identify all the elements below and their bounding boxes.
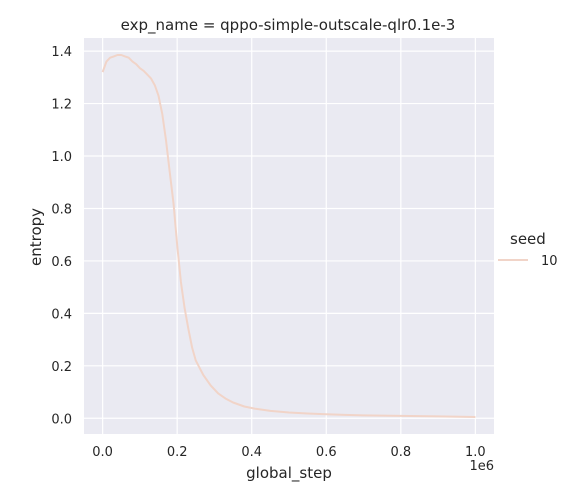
x-axis-label: global_step (246, 464, 332, 483)
legend: seed 10 (498, 230, 558, 269)
x-axis-offset-label: 1e6 (469, 459, 494, 474)
y-tick-label: 0.8 (51, 202, 72, 217)
y-tick-label: 1.0 (51, 150, 72, 165)
y-tick-label: 0.0 (51, 412, 72, 427)
x-tick-label: 0.0 (92, 445, 113, 460)
plot-area (84, 38, 494, 434)
legend-title: seed (510, 230, 546, 248)
grid-lines (84, 38, 494, 434)
series-group (101, 54, 476, 418)
x-tick-label: 1.0 (465, 445, 486, 460)
series-line-10 (101, 54, 476, 418)
y-axis-label: entropy (27, 208, 45, 266)
legend-label: 10 (541, 254, 558, 269)
y-tick-label: 0.4 (51, 307, 72, 322)
x-tick-label: 0.6 (316, 445, 337, 460)
y-tick-label: 1.2 (51, 98, 72, 113)
y-tick-labels: 0.0 0.2 0.4 0.6 0.8 1.0 1.2 1.4 (51, 45, 72, 427)
y-tick-label: 0.2 (51, 360, 72, 375)
y-tick-label: 0.6 (51, 255, 72, 270)
x-tick-label: 0.2 (167, 445, 188, 460)
x-tick-label: 0.8 (390, 445, 411, 460)
x-tick-label: 0.4 (241, 445, 262, 460)
chart-title: exp_name = qppo-simple-outscale-qlr0.1e-… (121, 16, 456, 35)
y-tick-label: 1.4 (51, 45, 72, 60)
x-tick-labels: 0.0 0.2 0.4 0.6 0.8 1.0 (92, 445, 485, 460)
